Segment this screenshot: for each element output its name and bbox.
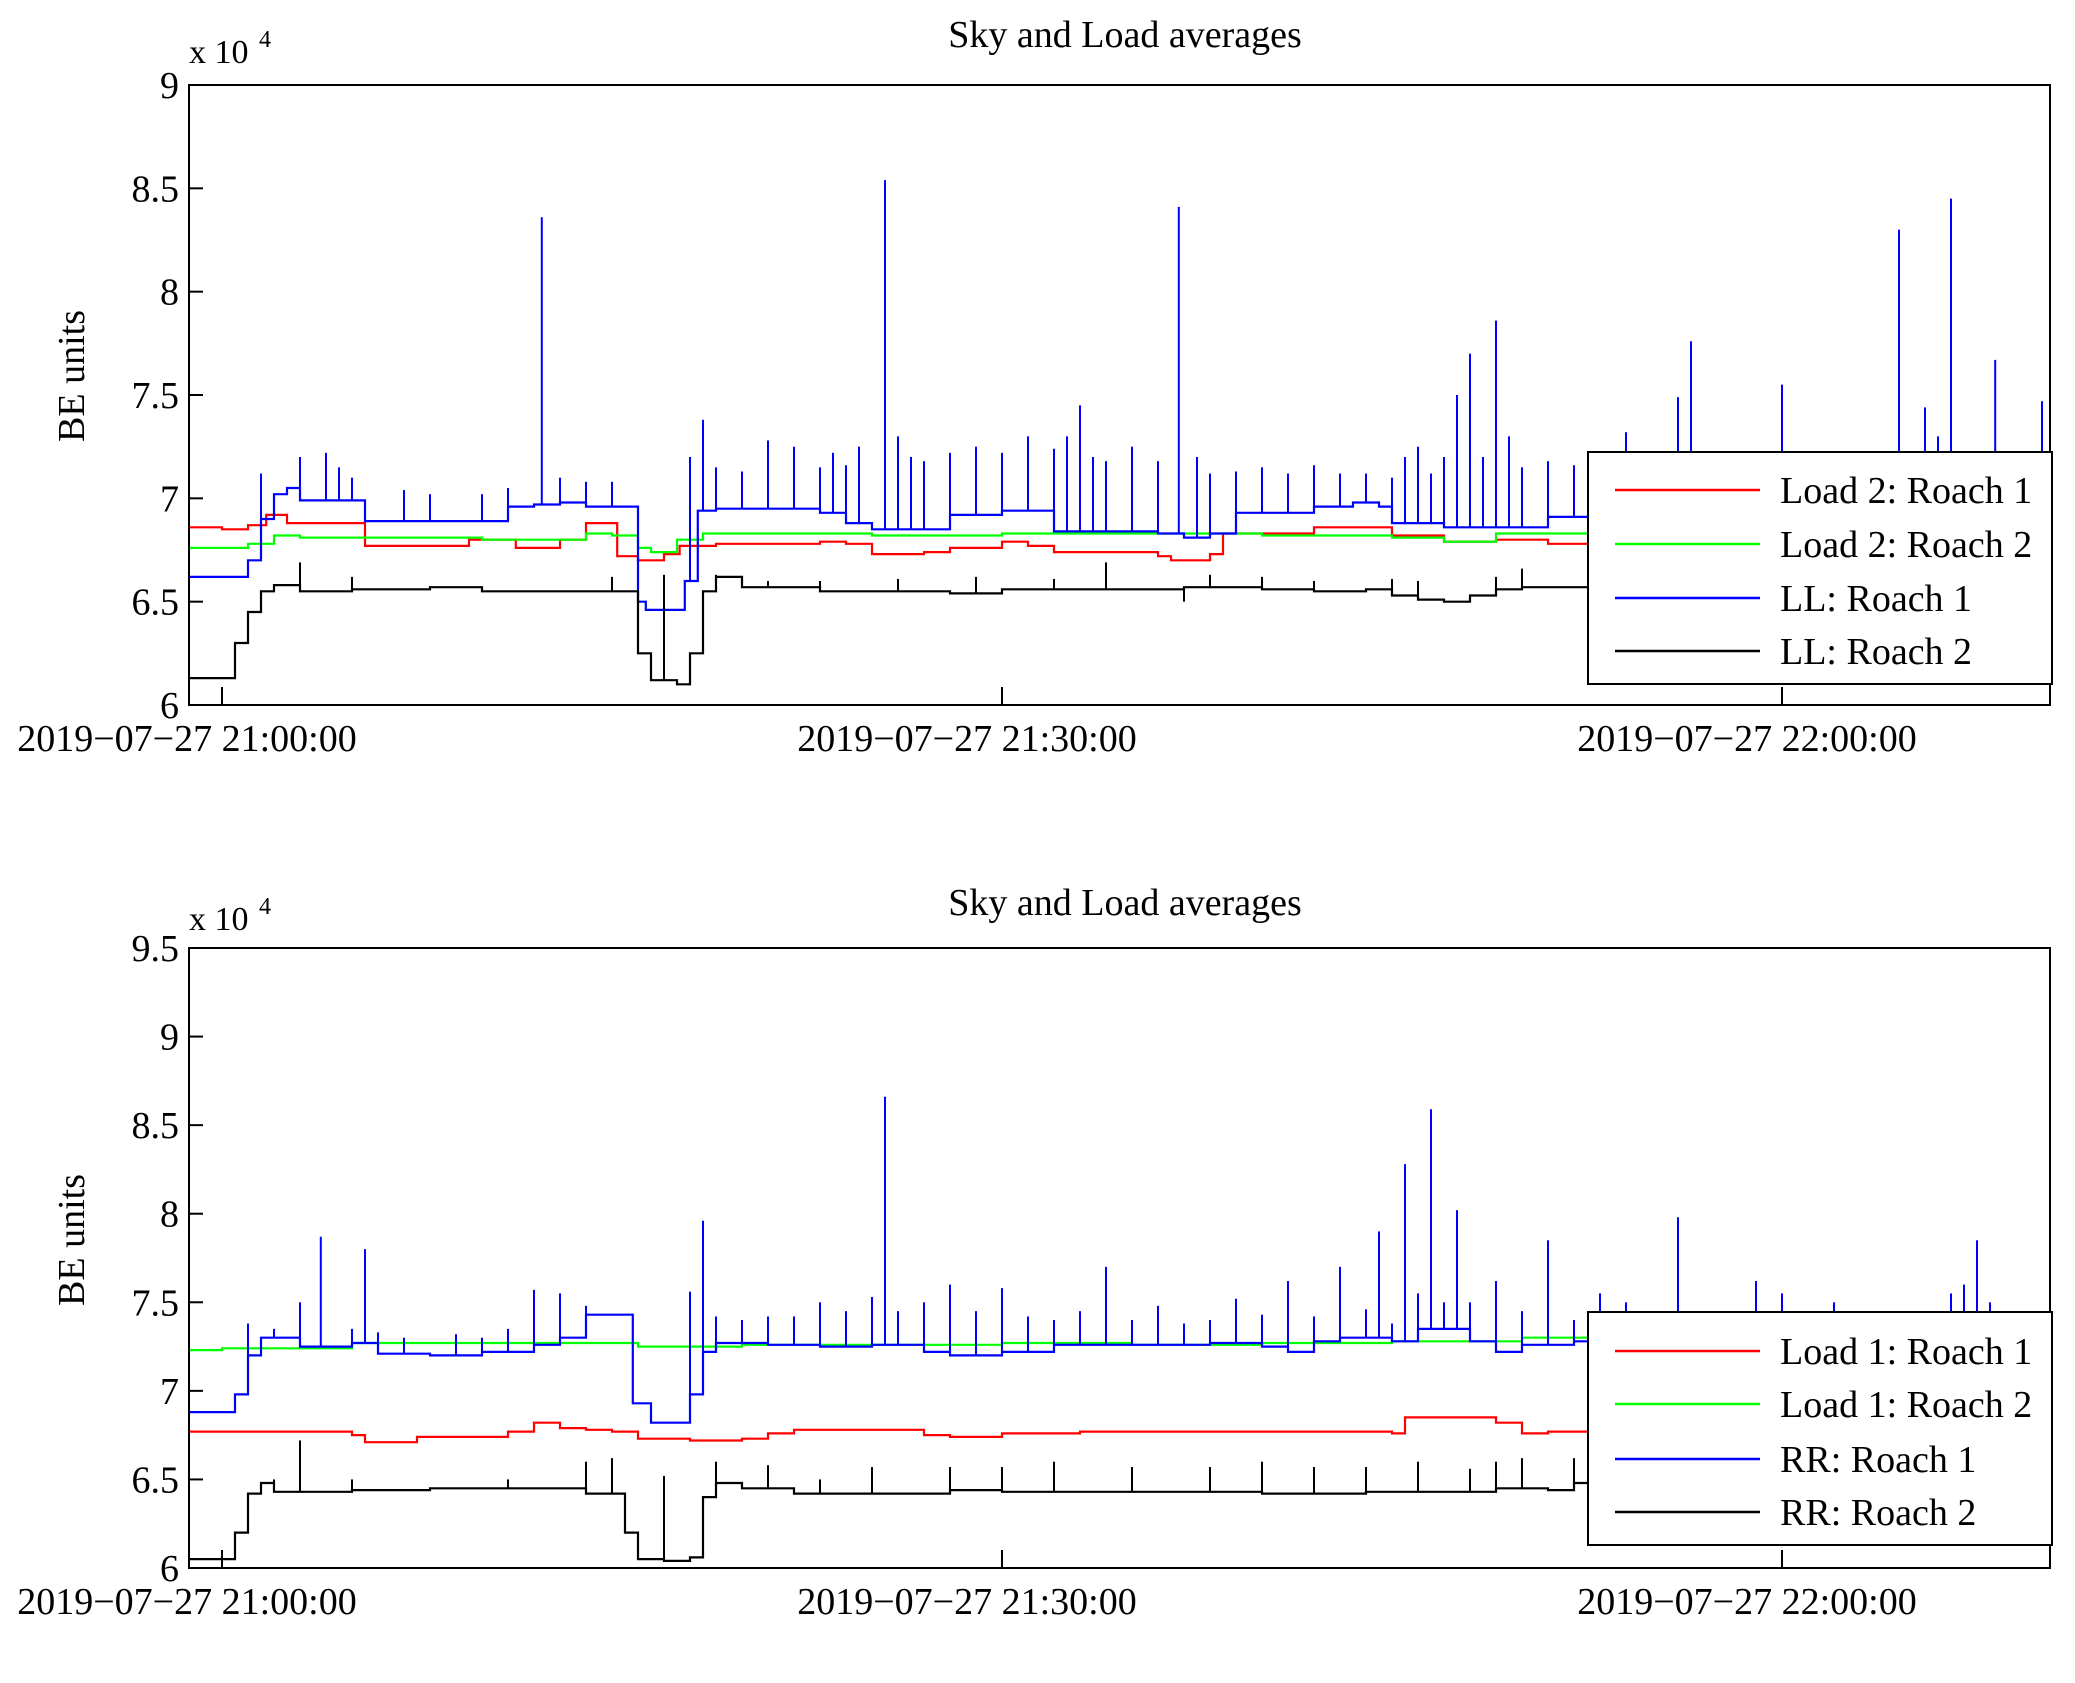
legend-label-load1-roach1: Load 1: Roach 1 bbox=[1780, 1331, 2032, 1373]
legend-label-ll-roach2: LL: Roach 2 bbox=[1780, 631, 1972, 673]
y-tick-label: 9 bbox=[160, 1017, 179, 1059]
x-tick-label: 2019−07−27 21:30:00 bbox=[797, 1581, 1136, 1623]
legend-label-rr-roach2: RR: Roach 2 bbox=[1780, 1492, 1976, 1534]
y-axis-exponent-base: x 10 bbox=[189, 34, 249, 71]
y-axis-exponent-power: 4 bbox=[259, 27, 271, 53]
y-tick-label: 8.5 bbox=[132, 168, 180, 210]
y-tick-label: 8.5 bbox=[132, 1105, 180, 1147]
x-tick-label: 2019−07−27 21:00:00 bbox=[17, 718, 356, 760]
y-tick-label: 8 bbox=[160, 272, 179, 314]
y-tick-label: 9.5 bbox=[132, 928, 180, 970]
axis-ticks: 6 6.5 7 7.5 8 8.5 9 9.5 2019−07−27 21:00:00 2019−… bbox=[17, 928, 1916, 1623]
x-tick-label: 2019−07−27 21:30:00 bbox=[797, 718, 1136, 760]
legend-label-rr-roach1: RR: Roach 1 bbox=[1780, 1439, 1976, 1481]
chart-title: Sky and Load averages bbox=[948, 14, 1302, 56]
series-line-ll-roach-2 bbox=[190, 575, 1592, 686]
y-tick-label: 7.5 bbox=[132, 1282, 180, 1324]
y-axis-label: BE units bbox=[51, 310, 93, 442]
legend-label-load1-roach2: Load 1: Roach 2 bbox=[1780, 1384, 2032, 1426]
top-chart-panel: Sky and Load averages x 10 4 BE units 66… bbox=[17, 14, 2053, 760]
y-tick-label: 7 bbox=[160, 478, 179, 520]
y-tick-label: 6.5 bbox=[132, 1459, 180, 1501]
chart-legend: Load 2: Roach 1 Load 2: Roach 2 LL: Roac… bbox=[1587, 451, 2053, 685]
series-line-load-2-roach-2 bbox=[190, 527, 1592, 554]
legend-label-load2-roach2: Load 2: Roach 2 bbox=[1780, 524, 2032, 566]
series-line-load-1-roach-1 bbox=[190, 1416, 1592, 1444]
y-tick-label: 8 bbox=[160, 1194, 179, 1236]
y-tick-label: 7 bbox=[160, 1371, 179, 1413]
bottom-chart-panel: Sky and Load averages x 10 4 BE units 66… bbox=[17, 882, 2053, 1623]
y-tick-label: 9 bbox=[160, 65, 179, 107]
y-tick-label: 6 bbox=[160, 1548, 179, 1590]
plot-axes-frame bbox=[188, 947, 2051, 1569]
y-tick-label: 6 bbox=[160, 685, 179, 727]
legend-label-ll-roach1: LL: Roach 1 bbox=[1780, 578, 1972, 620]
y-axis-exponent-base: x 10 bbox=[189, 901, 249, 938]
y-tick-label: 7.5 bbox=[132, 375, 180, 417]
y-tick-label: 6.5 bbox=[132, 582, 180, 624]
axis-ticks: 6 6.5 7 7.5 8 8.5 9 2019−07−27 21:00:00 2019−07−… bbox=[17, 65, 1916, 760]
series-line-rr-roach-2 bbox=[190, 1475, 1592, 1562]
chart-legend: Load 1: Roach 1 Load 1: Roach 2 RR: Roac… bbox=[1587, 1311, 2053, 1546]
x-tick-label: 2019−07−27 22:00:00 bbox=[1577, 718, 1916, 760]
y-axis-exponent-power: 4 bbox=[259, 894, 271, 920]
chart-title: Sky and Load averages bbox=[948, 882, 1302, 924]
y-axis-label: BE units bbox=[51, 1174, 93, 1306]
x-tick-label: 2019−07−27 21:00:00 bbox=[17, 1581, 356, 1623]
x-tick-label: 2019−07−27 22:00:00 bbox=[1577, 1581, 1916, 1623]
legend-label-load2-roach1: Load 2: Roach 1 bbox=[1780, 470, 2032, 512]
